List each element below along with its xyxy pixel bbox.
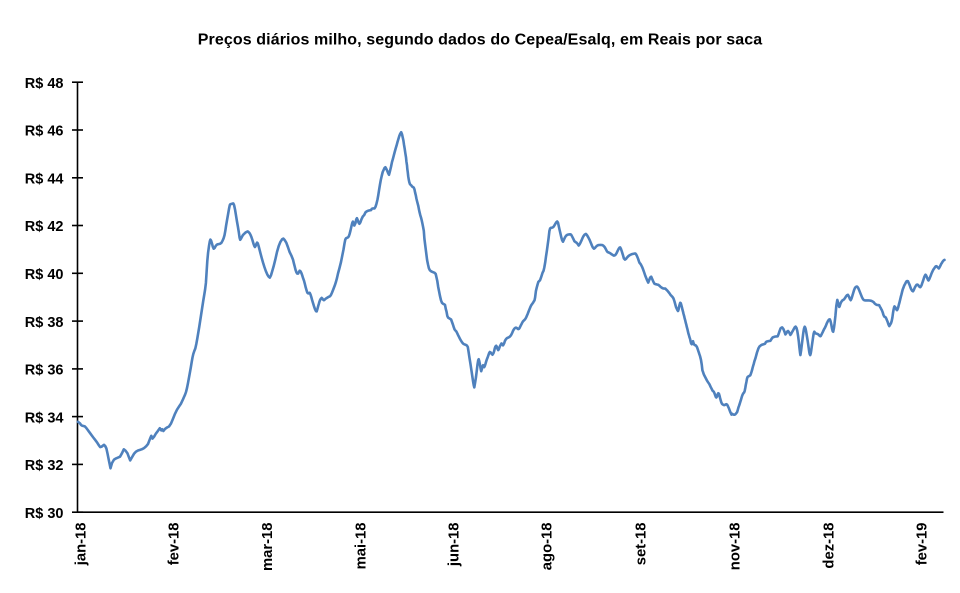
svg-text:fev-19: fev-19 [914,523,930,566]
svg-text:dez-18: dez-18 [821,523,837,569]
svg-text:jun-18: jun-18 [446,523,462,568]
svg-text:R$ 36: R$ 36 [25,363,64,379]
svg-text:Preços diários milho, segundo: Preços diários milho, segundo dados do C… [198,32,762,49]
svg-text:R$ 40: R$ 40 [25,267,64,283]
svg-text:R$ 46: R$ 46 [25,124,64,140]
svg-text:jan-18: jan-18 [73,523,89,567]
svg-text:R$ 34: R$ 34 [25,410,64,426]
svg-text:R$ 42: R$ 42 [25,219,64,235]
svg-text:R$ 30: R$ 30 [25,506,64,522]
svg-text:ago-18: ago-18 [539,523,555,571]
svg-text:mar-18: mar-18 [260,523,276,572]
svg-text:R$ 38: R$ 38 [25,315,64,331]
svg-text:mai-18: mai-18 [353,523,369,570]
svg-text:fev-18: fev-18 [166,523,182,566]
svg-text:R$ 44: R$ 44 [25,171,64,187]
svg-text:set-18: set-18 [633,523,649,566]
svg-text:R$ 48: R$ 48 [25,76,64,92]
svg-text:R$ 32: R$ 32 [25,458,64,474]
svg-text:nov-18: nov-18 [727,523,743,571]
